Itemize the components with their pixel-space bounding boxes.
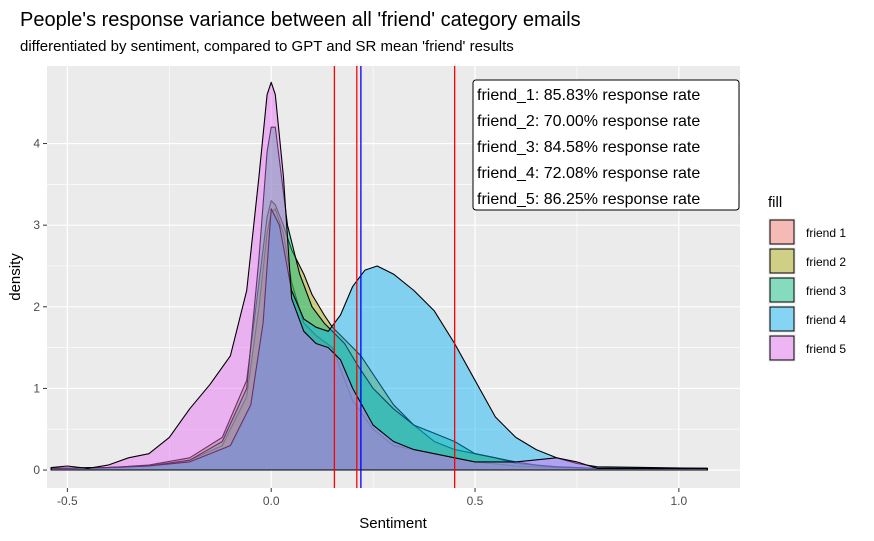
legend-key-bg: [768, 276, 796, 304]
legend-swatch-3: [769, 277, 795, 303]
legend-key-bg: [768, 305, 796, 333]
vertical-reference-lines: [333, 66, 456, 488]
chart-title: People's response variance between all '…: [20, 9, 581, 31]
x-axis-title: Sentiment: [359, 515, 427, 532]
legend-key-bg: [768, 334, 796, 362]
legend-swatch-4: [769, 306, 795, 332]
annotation-box: friend_1: 85.83% response rate friend_2: …: [472, 79, 740, 211]
density-area-friend-1: [50, 208, 708, 471]
y-axis-title: density: [7, 253, 24, 301]
legend-swatch-5: [769, 335, 795, 361]
y-axis-ticks: 0 1 2 3 4: [33, 137, 47, 477]
legend-label-2: friend 2: [806, 255, 846, 269]
y-tick-label: 4: [33, 137, 40, 151]
y-tick-label: 1: [33, 381, 40, 395]
x-tick-label: 0.5: [467, 494, 484, 508]
x-axis-ticks: -0.5 0.0 0.5 1.0: [57, 488, 688, 508]
legend-label-3: friend 3: [806, 284, 846, 298]
density-area-friend-2: [50, 200, 708, 471]
legend-label-1: friend 1: [806, 226, 846, 240]
y-tick-label: 2: [33, 300, 40, 314]
y-tick-label: 3: [33, 218, 40, 232]
annotation-line-3: friend_3: 84.58% response rate: [477, 139, 700, 156]
chart-subtitle: differentiated by sentiment, compared to…: [20, 38, 514, 55]
annotation-line-4: friend_4: 72.08% response rate: [477, 165, 700, 182]
density-area-friend-4: [50, 208, 708, 471]
density-area-friend-3: [50, 126, 708, 471]
legend-label-5: friend 5: [806, 342, 846, 356]
x-tick-label: 1.0: [671, 494, 688, 508]
legend-swatch-2: [769, 248, 795, 274]
legend: fill friend 1 friend 2 friend 3 friend 4 frie…: [768, 194, 846, 362]
annotation-line-1: friend_1: 85.83% response rate: [477, 87, 700, 104]
legend-label-4: friend 4: [806, 313, 846, 327]
legend-key-bg: [768, 247, 796, 275]
x-tick-label: -0.5: [57, 494, 78, 508]
density-area-friend-5: [50, 81, 708, 471]
legend-key-bg: [768, 218, 796, 246]
annotation-background: [472, 79, 740, 211]
legend-title: fill: [768, 194, 782, 211]
annotation-line-5: friend_5: 86.25% response rate: [477, 191, 700, 208]
density-areas: [50, 81, 708, 471]
legend-swatch-1: [769, 219, 795, 245]
annotation-line-2: friend_2: 70.00% response rate: [477, 113, 700, 130]
x-tick-label: 0.0: [263, 494, 280, 508]
y-tick-label: 0: [33, 463, 40, 477]
